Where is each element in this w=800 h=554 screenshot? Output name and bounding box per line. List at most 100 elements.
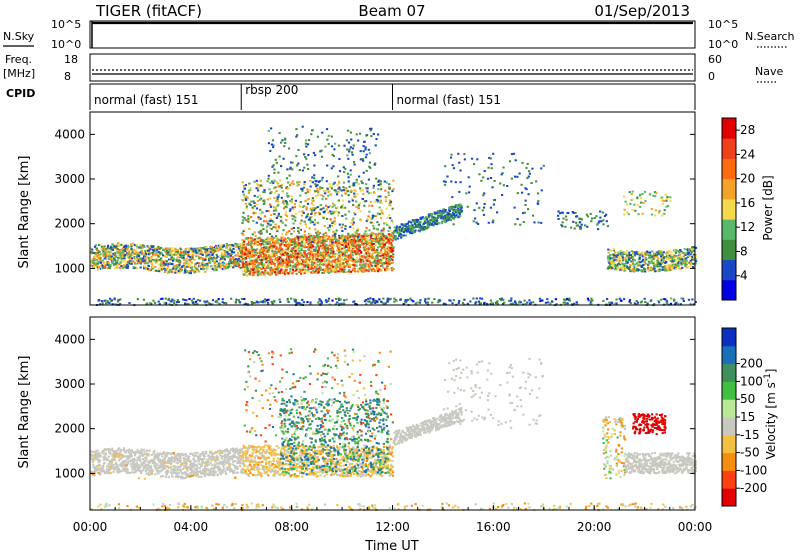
power-cell — [633, 266, 636, 269]
power-cell — [663, 260, 666, 262]
cpid-segment-label: normal (fast) 151 — [397, 93, 501, 107]
power-cell — [274, 186, 277, 189]
power-cell — [402, 231, 406, 234]
power-cell — [193, 271, 196, 274]
power-cell — [176, 249, 179, 252]
power-cell — [126, 266, 129, 269]
power-cell — [216, 265, 220, 268]
power-cell — [249, 203, 252, 206]
power-cell — [318, 247, 321, 249]
power-cell — [680, 252, 683, 254]
power-cell — [119, 251, 122, 254]
power-cell — [378, 206, 381, 209]
power-cell — [244, 246, 247, 249]
power-cell — [377, 241, 380, 244]
power-cell — [293, 230, 296, 233]
power-cell — [324, 192, 327, 195]
power-cell — [374, 233, 378, 236]
power-cell — [149, 257, 152, 260]
power-cell — [287, 243, 290, 246]
power-cell — [458, 211, 461, 214]
power-cell — [667, 255, 670, 258]
power-cell — [384, 236, 387, 239]
power-cell — [261, 263, 264, 266]
power-cell — [379, 254, 382, 257]
power-cell — [332, 165, 335, 168]
power-cell — [317, 251, 320, 254]
power-cell — [268, 224, 271, 226]
power-cell — [351, 184, 354, 187]
power-cell — [450, 214, 453, 217]
power-cell — [311, 181, 314, 184]
power-cell — [299, 269, 302, 272]
power-cell — [330, 246, 333, 249]
power-cell — [160, 265, 163, 268]
power-cell — [304, 142, 307, 145]
power-cell — [673, 254, 676, 257]
power-cell — [444, 180, 447, 183]
power-cell — [326, 265, 329, 268]
power-cell — [291, 206, 294, 209]
power-cell — [327, 270, 330, 272]
power-cell — [324, 189, 327, 192]
power-cell — [449, 156, 453, 159]
power-cell — [135, 251, 139, 254]
power-cell — [366, 255, 369, 258]
power-cell — [496, 211, 499, 214]
power-cell — [241, 258, 244, 261]
power-cell — [540, 167, 543, 170]
power-cell — [139, 262, 142, 265]
power-cell — [194, 266, 197, 269]
power-cell — [631, 264, 634, 267]
power-cell — [275, 254, 278, 257]
power-cell — [252, 265, 255, 267]
power-cell — [330, 224, 333, 227]
power-cell — [641, 270, 644, 273]
power-cell — [351, 199, 354, 202]
power-cell — [384, 256, 387, 259]
power-cell — [440, 214, 443, 217]
power-cell — [256, 195, 259, 198]
power-cell — [442, 218, 445, 221]
power-cell — [118, 242, 121, 245]
power-cell — [637, 260, 640, 263]
power-cell — [690, 256, 693, 259]
power-cell — [625, 266, 628, 269]
power-cell — [278, 248, 281, 251]
power-cell — [123, 264, 126, 267]
power-cell — [482, 206, 486, 209]
power-cell — [638, 264, 641, 267]
power-cell — [130, 245, 133, 248]
power-cell — [473, 209, 476, 212]
power-cell — [270, 244, 273, 247]
power-cell — [414, 229, 417, 232]
power-cell — [423, 217, 426, 220]
power-cell — [450, 216, 453, 219]
power-cell — [409, 220, 412, 223]
power-cell — [307, 154, 310, 156]
power-cell — [353, 163, 356, 166]
power-cell — [177, 269, 180, 272]
power-cell — [142, 260, 145, 263]
power-cell — [388, 188, 391, 190]
power-cell — [105, 251, 108, 254]
power-cell — [285, 177, 289, 180]
power-cell — [492, 199, 496, 201]
power-cell — [396, 228, 399, 231]
power-cell — [589, 212, 592, 215]
power-cell — [356, 247, 359, 250]
power-cell — [377, 195, 380, 198]
power-cell — [325, 208, 328, 211]
power-cell — [330, 187, 333, 190]
power-cell — [667, 267, 670, 269]
power-cell — [144, 258, 147, 261]
power-cell — [273, 236, 276, 239]
power-cell — [352, 251, 355, 254]
power-cell — [215, 268, 218, 271]
power-cell — [590, 220, 593, 223]
power-cell — [298, 169, 301, 171]
power-cell — [332, 238, 335, 241]
power-cell — [307, 243, 310, 245]
power-cell — [95, 247, 98, 250]
power-cell — [271, 237, 275, 239]
